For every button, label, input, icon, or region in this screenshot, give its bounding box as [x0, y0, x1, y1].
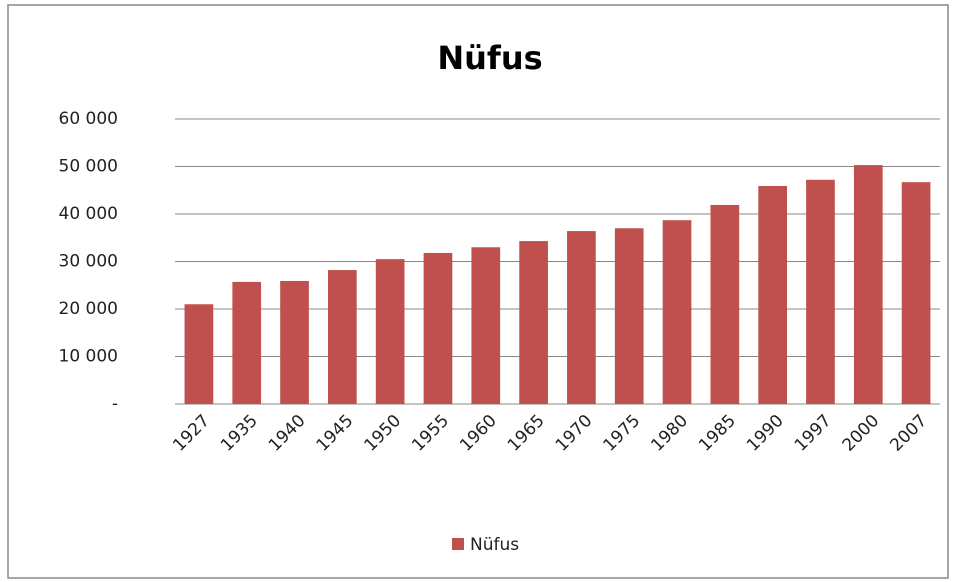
bar	[423, 252, 453, 404]
y-tick-label: 10 000	[59, 347, 118, 367]
y-tick-label: 30 000	[59, 252, 118, 272]
y-tick-label: 50 000	[59, 157, 118, 177]
bar	[280, 280, 309, 404]
bar	[232, 281, 262, 404]
bar	[614, 228, 644, 404]
bar	[710, 204, 740, 404]
bar	[375, 259, 405, 404]
legend-label: Nüfus	[470, 535, 519, 555]
y-tick-label: 60 000	[59, 109, 118, 129]
bar	[853, 165, 883, 404]
bar	[567, 231, 596, 404]
bar	[806, 179, 835, 404]
bar	[184, 304, 214, 404]
bar	[758, 185, 787, 404]
y-tick-label: 20 000	[59, 299, 118, 319]
bar	[328, 270, 357, 404]
bar	[901, 182, 931, 404]
bar	[519, 241, 548, 404]
legend-swatch	[452, 538, 464, 550]
bar	[662, 220, 692, 404]
y-tick-label: 40 000	[59, 204, 118, 224]
bar	[471, 247, 501, 404]
chart-title: Nüfus	[437, 39, 542, 77]
y-tick-label: -	[112, 394, 118, 414]
